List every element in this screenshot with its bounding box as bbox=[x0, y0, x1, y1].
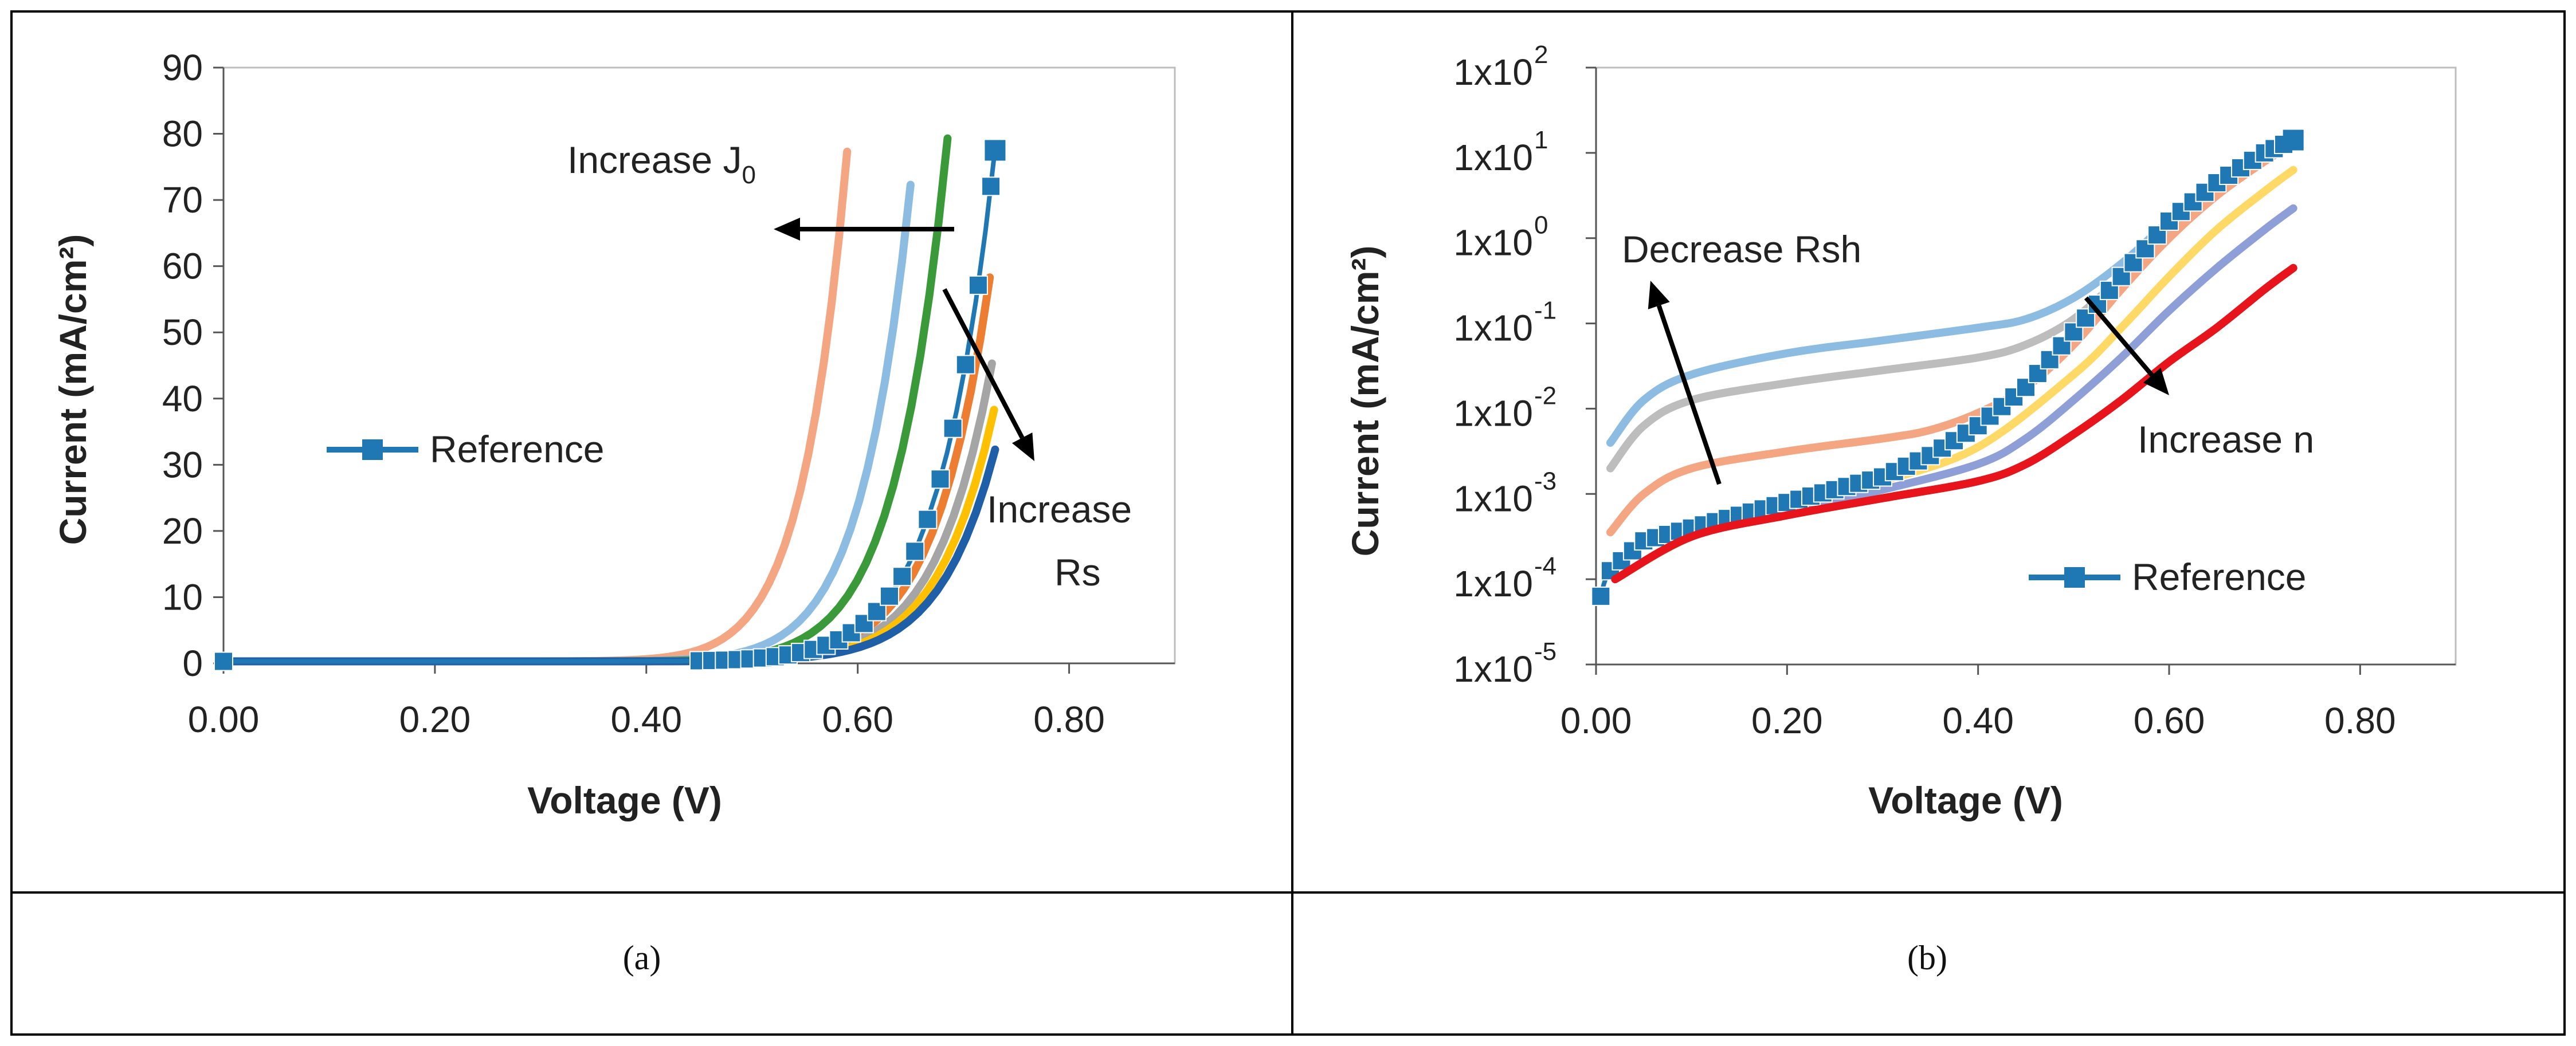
reference-marker-b bbox=[1591, 586, 1611, 606]
figure-frame bbox=[10, 10, 2566, 1036]
y-tick-exponent-b: 2 bbox=[1534, 41, 1548, 69]
x-axis-title-b: Voltage (V) bbox=[1868, 779, 2063, 821]
x-tick-label-b: 0.80 bbox=[2324, 700, 2396, 741]
reference-marker-b bbox=[1968, 416, 1988, 436]
arrow-decrease-rsh-shaft bbox=[1656, 305, 1722, 485]
y-tick-label-a: 90 bbox=[162, 47, 203, 88]
y-tick-label-b: 1x10 bbox=[1453, 563, 1533, 604]
reference-marker-b bbox=[2076, 308, 2096, 328]
frame-outer bbox=[10, 10, 2566, 1036]
series-line-a bbox=[219, 180, 915, 666]
reference-marker-a bbox=[905, 541, 925, 561]
reference-marker-b bbox=[2283, 129, 2304, 151]
reference-marker-b bbox=[2016, 377, 2036, 398]
x-tick-label-a: 0.40 bbox=[610, 699, 682, 740]
reference-marker-a bbox=[930, 469, 950, 489]
y-axis-title-a: Current (mA/cm²) bbox=[52, 234, 94, 545]
x-tick-label-b: 0.40 bbox=[1942, 700, 2014, 741]
y-tick-label-a: 0 bbox=[182, 643, 203, 684]
reference-marker-a bbox=[214, 651, 233, 671]
y-tick-label-a: 40 bbox=[162, 378, 203, 419]
annotation-increase-n: Increase n bbox=[2138, 418, 2314, 461]
y-tick-label-a: 20 bbox=[162, 510, 203, 552]
legend-a-marker bbox=[362, 439, 383, 460]
series-group-b bbox=[1591, 129, 2304, 606]
y-tick-label-b: 1x10 bbox=[1453, 137, 1533, 178]
annotation-increase-j0-text: Increase J bbox=[567, 139, 742, 181]
arrow-increase-n-head bbox=[2143, 368, 2169, 395]
y-tick-label-b: 1x10 bbox=[1453, 52, 1533, 93]
caption-b: (b) bbox=[1907, 939, 1947, 977]
caption-a: (a) bbox=[623, 939, 661, 977]
x-tick-label-b: 0.60 bbox=[2134, 700, 2205, 741]
legend-a-label: Reference bbox=[430, 428, 605, 470]
x-tick-label-b: 0.00 bbox=[1561, 700, 1632, 741]
y-tick-label-a: 60 bbox=[162, 246, 203, 287]
x-tick-label-a: 0.60 bbox=[822, 699, 893, 740]
arrow-increase-n-shaft bbox=[2084, 296, 2154, 377]
annotation-increase-rs-line2: Rs bbox=[1054, 551, 1101, 593]
y-tick-exponent-b: -2 bbox=[1534, 382, 1556, 410]
y-tick-exponent-b: -4 bbox=[1534, 552, 1556, 580]
annotation-decrease-rsh: Decrease Rsh bbox=[1622, 228, 1861, 270]
y-tick-exponent-b: 0 bbox=[1534, 211, 1548, 239]
annotations-b: Decrease Rsh Increase n Reference bbox=[1622, 228, 2314, 598]
x-tick-label-a: 0.00 bbox=[188, 699, 260, 740]
reference-marker-a bbox=[892, 567, 912, 587]
reference-marker-a bbox=[955, 355, 975, 375]
y-tick-exponent-b: -3 bbox=[1534, 467, 1556, 495]
series-line-b-top bbox=[1611, 264, 2297, 584]
plot-area-a: 0 10 20 30 40 50 60 70 80 90 0.00 0.20 0.40 0.60 0.80 bbox=[162, 47, 1176, 740]
x-tick-label-a: 0.20 bbox=[399, 699, 471, 740]
arrow-decrease-rsh-head bbox=[1648, 281, 1670, 309]
annotation-increase-j0-sub: 0 bbox=[742, 161, 755, 189]
x-axis-title-a: Voltage (V) bbox=[527, 779, 722, 821]
reference-marker-a bbox=[943, 418, 963, 438]
y-tick-label-b: 1x10 bbox=[1453, 222, 1533, 264]
y-tick-label-a: 80 bbox=[162, 113, 203, 155]
arrow-increase-j0-head bbox=[774, 218, 800, 241]
y-tick-label-a: 10 bbox=[162, 576, 203, 618]
annotations-a: Increase J0 Increase Rs Reference bbox=[327, 139, 1132, 593]
reference-marker-a bbox=[918, 509, 938, 529]
y-tick-label-b: 1x10 bbox=[1453, 648, 1533, 690]
y-axis-title-b: Current (mA/cm²) bbox=[1344, 246, 1386, 557]
reference-marker-a bbox=[968, 275, 988, 295]
series-line-a bbox=[219, 147, 852, 666]
y-tick-label-b: 1x10 bbox=[1453, 478, 1533, 519]
x-tick-label-a: 0.80 bbox=[1033, 699, 1105, 740]
y-tick-exponent-b: -5 bbox=[1534, 638, 1556, 666]
y-tick-label-a: 50 bbox=[162, 312, 203, 353]
y-tick-exponent-b: -1 bbox=[1534, 297, 1556, 325]
reference-marker-a bbox=[880, 586, 899, 606]
arrow-increase-rs-head bbox=[1011, 432, 1034, 461]
y-tick-label-b: 1x10 bbox=[1453, 392, 1533, 434]
legend-b-marker bbox=[2064, 567, 2085, 588]
reference-marker-a bbox=[981, 176, 1001, 196]
y-tick-label-a: 70 bbox=[162, 179, 203, 221]
arrow-increase-rs-shaft bbox=[942, 288, 1025, 439]
y-tick-exponent-b: 1 bbox=[1534, 126, 1548, 154]
y-tick-label-a: 30 bbox=[162, 444, 203, 485]
reference-marker-b bbox=[2064, 322, 2084, 342]
x-tick-label-b: 0.20 bbox=[1751, 700, 1823, 741]
series-group-a bbox=[214, 134, 1006, 671]
reference-marker-b bbox=[2123, 253, 2143, 273]
y-tick-label-b: 1x10 bbox=[1453, 308, 1533, 349]
annotation-increase-rs-line1: Increase bbox=[987, 488, 1132, 530]
annotation-increase-j0: Increase J0 bbox=[567, 139, 756, 189]
reference-marker-a bbox=[985, 140, 1006, 161]
legend-b-label: Reference bbox=[2132, 556, 2307, 598]
